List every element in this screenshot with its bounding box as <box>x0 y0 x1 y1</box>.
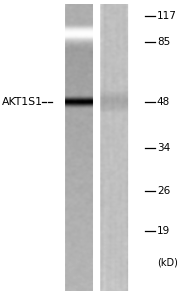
Text: 85: 85 <box>157 37 170 47</box>
Text: AKT1S1: AKT1S1 <box>2 97 43 107</box>
Text: 34: 34 <box>157 143 170 153</box>
Text: 117: 117 <box>157 11 177 21</box>
Text: 48: 48 <box>157 97 170 107</box>
Text: 26: 26 <box>157 186 170 196</box>
Text: 19: 19 <box>157 226 170 236</box>
Text: (kD): (kD) <box>157 257 178 267</box>
